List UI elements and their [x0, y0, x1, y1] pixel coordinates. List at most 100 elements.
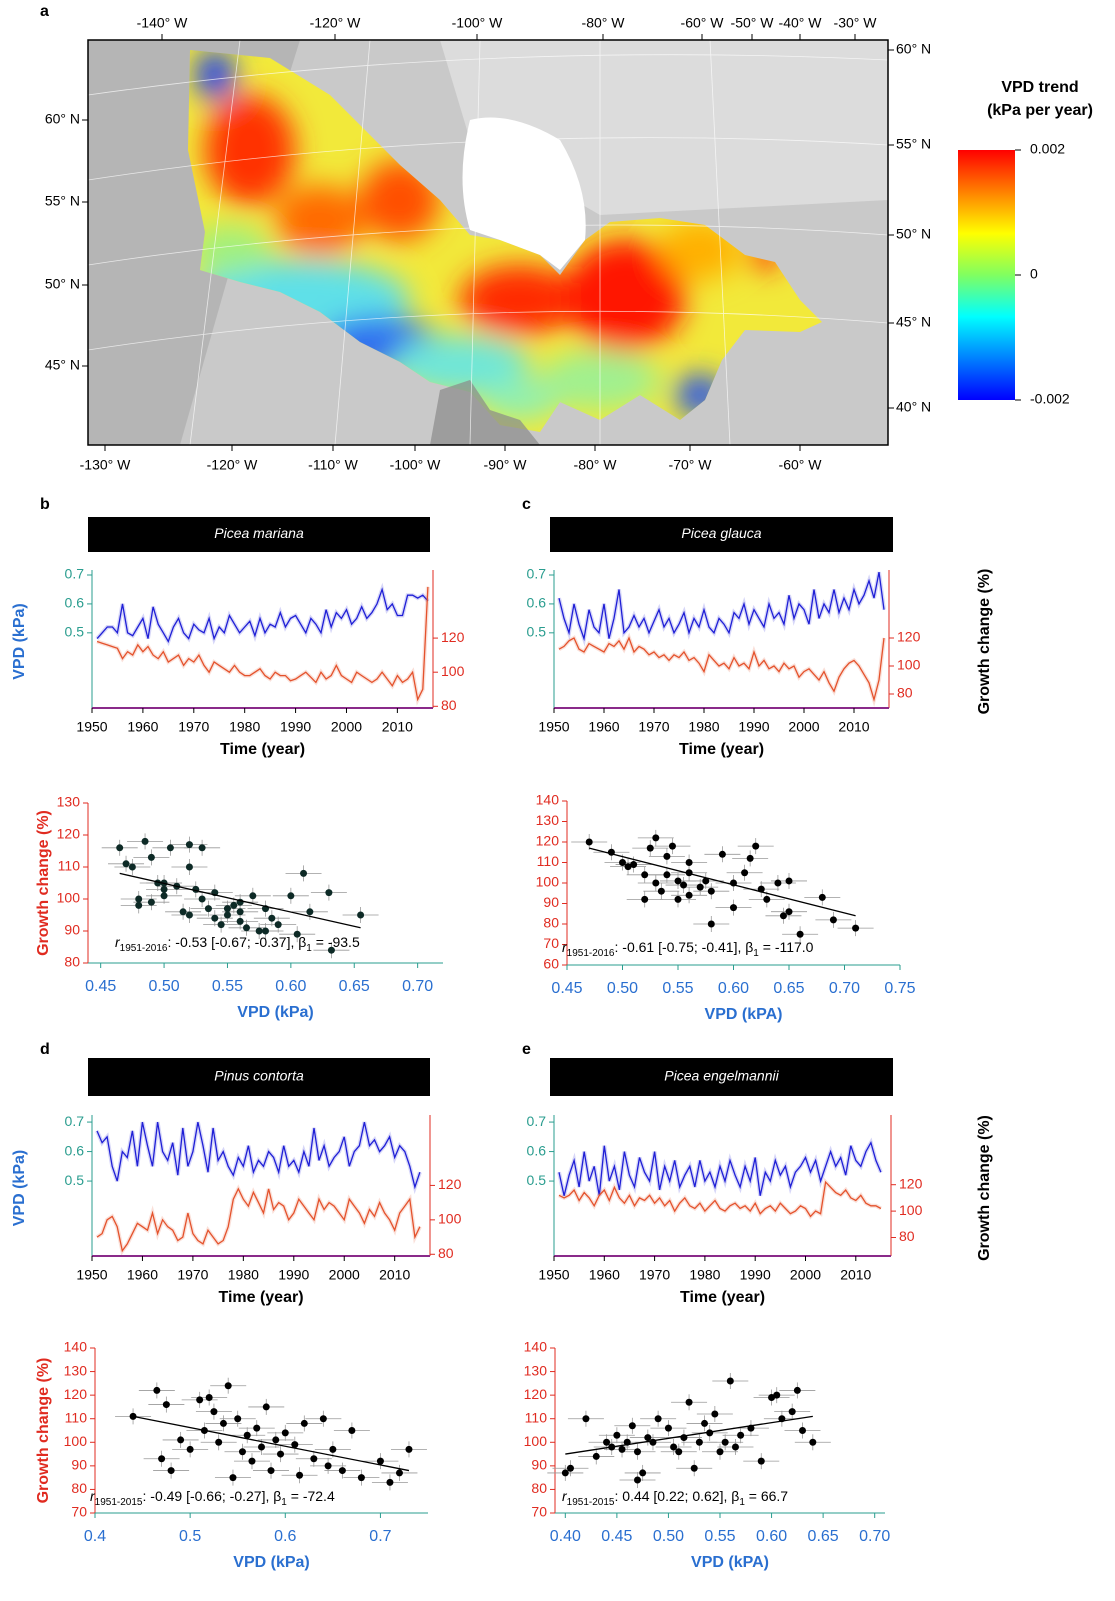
- y-tick-label: 100: [57, 890, 81, 906]
- y-tick-label: 100: [524, 1433, 548, 1449]
- point: [799, 1427, 806, 1434]
- point: [357, 912, 364, 919]
- stat-subscript: 1951-2015: [567, 1497, 615, 1508]
- point: [619, 1446, 626, 1453]
- y2-tick-label: 120: [438, 1176, 462, 1192]
- x-tick-label: 1980: [689, 1267, 720, 1283]
- x-tick-label: 0.50: [653, 1528, 684, 1545]
- x-axis-title: VPD (kPa): [237, 1004, 313, 1021]
- y2-tick-label: 120: [897, 629, 921, 645]
- stat-text: = -117.0: [759, 939, 814, 955]
- y-tick-label: 0.5: [527, 1172, 547, 1188]
- stat-text: : 0.44 [0.22; 0.62], β: [615, 1488, 740, 1504]
- point: [717, 1448, 724, 1455]
- y-tick-label: 140: [536, 792, 560, 808]
- point: [272, 1436, 279, 1443]
- lon-label: -80° W: [574, 457, 618, 473]
- point: [641, 896, 648, 903]
- point: [205, 905, 212, 912]
- point: [732, 1444, 739, 1451]
- x-tick-label: 1950: [76, 719, 107, 735]
- x-tick-label: 2000: [788, 719, 819, 735]
- x-tick-label: 0.70: [402, 978, 433, 995]
- x-tick-label: 0.55: [212, 978, 243, 995]
- x-tick-label: 2010: [382, 719, 413, 735]
- x-axis-title: Time (year): [679, 741, 764, 758]
- lon-label: -100° W: [452, 15, 504, 31]
- stat-text: : -0.53 [-0.67; -0.37], β: [168, 934, 307, 950]
- figure: a-140° W-120° W-100° W-80° W-60° W-50° W…: [0, 0, 1115, 1601]
- stat-text: = -93.5: [312, 934, 360, 950]
- point: [675, 896, 682, 903]
- point: [773, 1392, 780, 1399]
- point: [258, 1444, 265, 1451]
- point: [691, 1465, 698, 1472]
- point: [665, 1425, 672, 1432]
- x-tick-label: 0.50: [149, 978, 180, 995]
- x-tick-label: 1970: [177, 1267, 208, 1283]
- point: [786, 908, 793, 915]
- colorbar-tick-label: -0.002: [1030, 391, 1070, 407]
- point: [243, 924, 250, 931]
- panel-label: b: [40, 496, 50, 513]
- series-band: [559, 638, 884, 700]
- species-title: Pinus contorta: [214, 1068, 304, 1084]
- stat-text: = 66.7: [745, 1488, 788, 1504]
- point: [248, 1458, 255, 1465]
- y2-tick-label: 120: [899, 1175, 923, 1191]
- point: [809, 1439, 816, 1446]
- point: [567, 1465, 574, 1472]
- colorbar-tick-label: 0: [1030, 266, 1038, 282]
- point: [797, 931, 804, 938]
- colorbar-title: (kPa per year): [987, 102, 1093, 119]
- x-axis-title: VPD (kPA): [691, 1554, 769, 1571]
- stat-subscript: 1951-2015: [95, 1497, 143, 1508]
- x-tick-label: 1990: [278, 1267, 309, 1283]
- point: [675, 877, 682, 884]
- point: [593, 1453, 600, 1460]
- point: [830, 916, 837, 923]
- point: [852, 925, 859, 932]
- y-tick-label: 0.7: [527, 1113, 547, 1129]
- panel-label: e: [522, 1041, 531, 1058]
- point: [629, 1422, 636, 1429]
- point: [218, 921, 225, 928]
- x-tick-label: 2000: [331, 719, 362, 735]
- y-axis-title: Growth change (%): [35, 810, 52, 956]
- colorbar: [958, 150, 1015, 400]
- lon-label: -50° W: [731, 15, 775, 31]
- point: [237, 918, 244, 925]
- x-tick-label: 0.4: [84, 1528, 106, 1545]
- point: [680, 882, 687, 889]
- y2-axis-title: Growth change (%): [976, 1115, 993, 1261]
- lon-label: -70° W: [669, 457, 713, 473]
- lon-label: -80° W: [582, 15, 626, 31]
- point: [663, 853, 670, 860]
- x-tick-label: 1960: [127, 719, 158, 735]
- y-tick-label: 120: [57, 826, 81, 842]
- x-tick-label: 0.60: [275, 978, 306, 995]
- point: [696, 1439, 703, 1446]
- y2-axis-title: Growth change (%): [976, 569, 993, 715]
- point: [586, 839, 593, 846]
- y2-tick-label: 80: [899, 1228, 915, 1244]
- x-tick-label: 1990: [738, 719, 769, 735]
- point: [329, 1446, 336, 1453]
- x-tick-label: 1970: [639, 1267, 670, 1283]
- x-tick-label: 1980: [688, 719, 719, 735]
- y-tick-label: 100: [64, 1433, 88, 1449]
- point: [719, 851, 726, 858]
- stat-subscript: 1951-2016: [120, 943, 168, 954]
- point: [296, 1472, 303, 1479]
- point: [287, 892, 294, 899]
- point: [148, 899, 155, 906]
- x-tick-label: 1950: [76, 1267, 107, 1283]
- x-tick-label: 0.40: [550, 1528, 581, 1545]
- point: [741, 869, 748, 876]
- point: [752, 843, 759, 850]
- y-tick-label: 0.6: [65, 1142, 85, 1158]
- y-tick-label: 0.7: [65, 1113, 85, 1129]
- point: [789, 1408, 796, 1415]
- stat-annotation: r1951-2015: -0.49 [-0.66; -0.27], β1 = -…: [90, 1488, 335, 1508]
- point: [177, 1436, 184, 1443]
